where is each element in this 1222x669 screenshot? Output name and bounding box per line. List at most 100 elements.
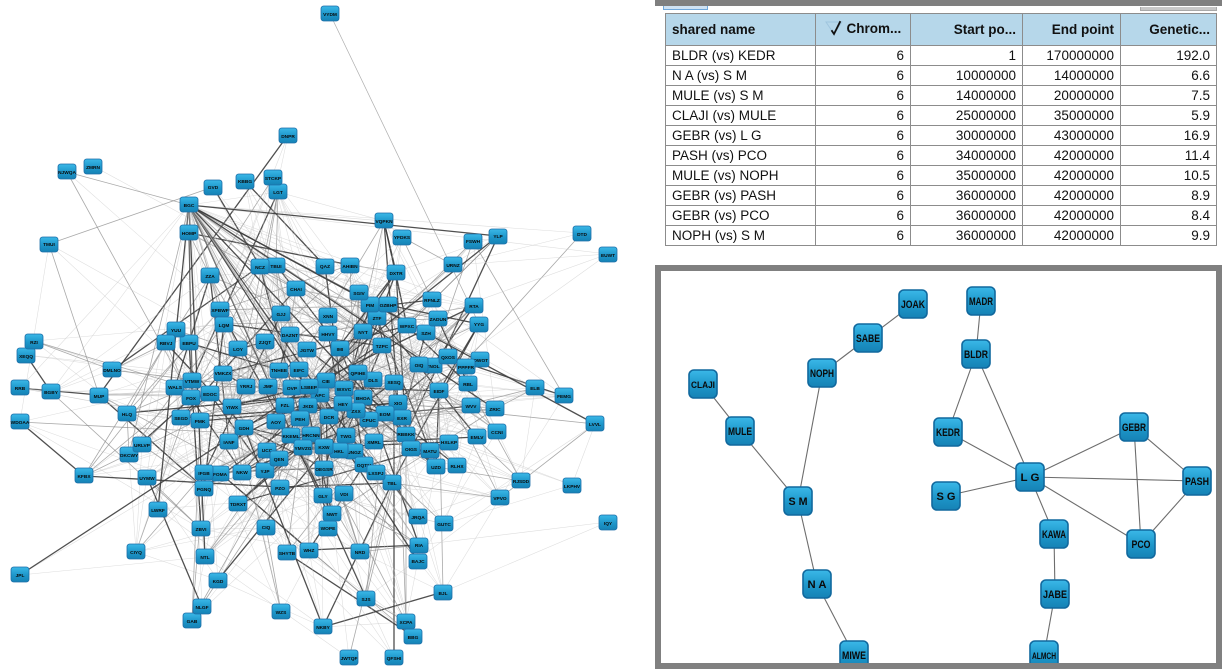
svg-text:NKW: NKW	[236, 470, 248, 476]
svg-text:BAJC: BAJC	[411, 559, 425, 565]
svg-text:NCZ: NCZ	[255, 265, 265, 271]
svg-text:NYT: NYT	[358, 330, 368, 336]
svg-text:NLGF: NLGF	[195, 605, 208, 611]
svg-text:QPIHE: QPIHE	[351, 371, 367, 377]
svg-text:CCNI: CCNI	[491, 430, 503, 436]
svg-text:ALMCH: ALMCH	[1032, 651, 1056, 662]
svg-text:RLHX: RLHX	[450, 464, 464, 470]
svg-text:EMLV: EMLV	[471, 435, 485, 441]
svg-text:RFNLZ: RFNLZ	[424, 298, 440, 304]
svg-text:SEGD: SEGD	[174, 416, 188, 422]
svg-text:NOPH: NOPH	[810, 368, 834, 380]
svg-text:JKDI: JKDI	[303, 404, 315, 410]
svg-text:STCKP: STCKP	[265, 176, 282, 182]
svg-text:JMF: JMF	[263, 384, 273, 390]
svg-text:RBVJ: RBVJ	[160, 341, 173, 347]
svg-text:S G: S G	[937, 491, 956, 503]
svg-text:YJP: YJP	[260, 469, 270, 475]
svg-text:VTMW: VTMW	[185, 379, 200, 385]
svg-text:BGBY: BGBY	[44, 390, 59, 396]
svg-text:TDRXT: TDRXT	[230, 502, 246, 508]
svg-text:XEQQ: XEQQ	[19, 354, 33, 360]
svg-text:BGC: BGC	[184, 203, 195, 209]
svg-text:PPPFR: PPPFR	[458, 365, 475, 371]
svg-text:XNN: XNN	[323, 314, 334, 320]
svg-text:HHVY: HHVY	[321, 332, 335, 338]
svg-text:PEH: PEH	[295, 417, 305, 423]
svg-text:DNPR: DNPR	[281, 134, 295, 140]
svg-text:ZZA: ZZA	[205, 274, 215, 280]
svg-text:FSWH: FSWH	[466, 239, 481, 245]
svg-text:RZI: RZI	[30, 340, 38, 346]
svg-text:RBBKK: RBBKK	[397, 432, 415, 438]
svg-text:XMRL: XMRL	[367, 440, 381, 446]
svg-text:CIYQ: CIYQ	[130, 550, 142, 556]
svg-text:VYDM: VYDM	[323, 12, 337, 18]
svg-text:FOX: FOX	[186, 396, 197, 402]
svg-text:LOY: LOY	[233, 347, 244, 353]
svg-text:HRCNN: HRCNN	[302, 433, 320, 439]
svg-text:VMKZX: VMKZX	[215, 371, 233, 377]
svg-text:SJS: SJS	[361, 597, 371, 603]
svg-text:PGNQ: PGNQ	[197, 487, 211, 493]
svg-text:TWG: TWG	[340, 434, 351, 440]
svg-text:SABE: SABE	[856, 333, 880, 345]
svg-text:HKL: HKL	[334, 449, 344, 455]
svg-text:WXVC: WXVC	[337, 387, 352, 393]
svg-text:AOY: AOY	[271, 420, 282, 426]
svg-text:RBL: RBL	[463, 382, 473, 388]
svg-text:TMUI: TMUI	[43, 242, 55, 248]
svg-text:NKBY: NKBY	[316, 625, 330, 631]
svg-text:AHIBN: AHIBN	[342, 264, 358, 270]
svg-text:LGT: LGT	[273, 190, 283, 196]
svg-text:WHZ: WHZ	[304, 548, 315, 554]
svg-text:TNOL: TNOL	[426, 364, 439, 370]
svg-text:FOMA: FOMA	[213, 472, 228, 478]
svg-text:OKCWY: OKCWY	[120, 453, 139, 459]
svg-text:LXSPJ: LXSPJ	[368, 471, 384, 477]
svg-text:ELB: ELB	[530, 386, 540, 392]
svg-text:SZH: SZH	[421, 331, 431, 337]
svg-text:UNGZ: UNGZ	[347, 450, 361, 456]
svg-text:NJWQA: NJWQA	[58, 170, 76, 176]
svg-text:RRB: RRB	[15, 386, 26, 392]
svg-text:CPUC: CPUC	[362, 418, 376, 424]
svg-text:EOM: EOM	[380, 412, 391, 418]
svg-text:ZXX: ZXX	[351, 409, 361, 415]
svg-text:OIQ: OIQ	[415, 363, 424, 369]
svg-text:TBUI: TBUI	[270, 264, 282, 270]
svg-text:LKPHV: LKPHV	[564, 484, 581, 490]
svg-text:BJL: BJL	[438, 591, 447, 597]
svg-text:ZMRN: ZMRN	[86, 165, 100, 171]
svg-text:GEBR: GEBR	[1122, 422, 1146, 434]
svg-text:DMLNO: DMLNO	[103, 368, 121, 374]
svg-text:HEY: HEY	[338, 402, 349, 408]
svg-text:EDOC: EDOC	[203, 392, 217, 398]
svg-text:WDOAA: WDOAA	[11, 420, 30, 426]
svg-text:KBBG: KBBG	[238, 179, 252, 185]
svg-text:KFBX: KFBX	[77, 474, 91, 480]
svg-text:YFDKS: YFDKS	[394, 235, 411, 241]
svg-text:RTA: RTA	[469, 304, 479, 310]
svg-text:PZO: PZO	[275, 486, 285, 492]
svg-text:CHAI: CHAI	[290, 287, 302, 293]
svg-text:SHYTB: SHYTB	[279, 551, 296, 557]
svg-text:RIA: RIA	[415, 543, 424, 549]
svg-text:XESQ: XESQ	[387, 380, 401, 386]
svg-text:EBPU: EBPU	[182, 341, 196, 347]
svg-text:GVD: GVD	[208, 185, 219, 191]
svg-text:ZTF: ZTF	[373, 316, 382, 322]
svg-text:MULE: MULE	[728, 426, 752, 438]
svg-text:VDI: VDI	[340, 492, 349, 498]
svg-text:IMI: IMI	[337, 347, 344, 353]
svg-text:KKEML: KKEML	[282, 434, 299, 440]
svg-text:GLY: GLY	[318, 494, 328, 500]
svg-text:DLS: DLS	[368, 378, 378, 384]
svg-text:CLAJI: CLAJI	[691, 380, 715, 391]
svg-text:URLVP: URLVP	[134, 443, 151, 449]
svg-text:NRD: NRD	[355, 550, 366, 556]
svg-text:CIE: CIE	[322, 379, 331, 385]
svg-text:QAZ: QAZ	[320, 264, 330, 270]
svg-text:MATU: MATU	[423, 449, 437, 455]
svg-text:KXW: KXW	[318, 445, 330, 451]
